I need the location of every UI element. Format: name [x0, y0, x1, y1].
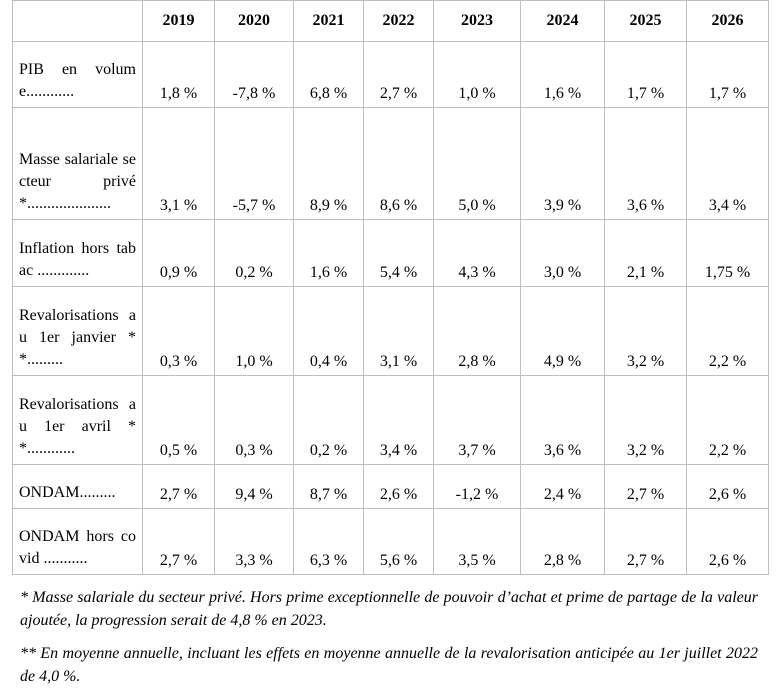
footnote: * Masse salariale du secteur privé. Hors…	[20, 589, 758, 629]
cell-value: 0,3 %	[214, 375, 294, 465]
cell-value: 0,4 %	[293, 286, 364, 376]
cell-value: 2,6 %	[686, 464, 769, 509]
cell-value: 3,6 %	[520, 375, 605, 465]
cell-value: 3,7 %	[433, 375, 521, 465]
cell-value: 1,6 %	[293, 219, 364, 287]
cell-value: 1,6 %	[520, 41, 605, 108]
cell-value: 8,6 %	[363, 107, 434, 220]
column-header: 2022	[363, 0, 434, 42]
cell-value: 3,9 %	[520, 107, 605, 220]
cell-value: -7,8 %	[214, 41, 294, 108]
cell-value: 0,3 %	[142, 286, 215, 376]
row-label: PIB en volume............	[12, 41, 143, 108]
row-label: Inflation hors tabac .............	[12, 219, 143, 287]
table-row: Revalorisations au 1er avril **.........…	[12, 375, 769, 465]
cell-value: 3,5 %	[433, 508, 521, 575]
row-label: Revalorisations au 1er avril **.........…	[12, 375, 143, 465]
cell-value: 4,9 %	[520, 286, 605, 376]
column-header: 2024	[520, 0, 605, 42]
table-row: ONDAM hors covid ........... 2,7 % 3,3 % 6,…	[12, 508, 769, 575]
table-row: ONDAM......... 2,7 % 9,4 % 8,7 % 2,6 % -1,2 %…	[12, 464, 769, 509]
cell-value: 2,7 %	[142, 508, 215, 575]
cell-value: 8,7 %	[293, 464, 364, 509]
column-header: 2021	[293, 0, 364, 42]
table-row: Inflation hors tabac ............. 0,9 % 0…	[12, 219, 769, 287]
column-header: 2020	[214, 0, 294, 42]
corner-cell	[12, 0, 143, 42]
row-label: ONDAM.........	[12, 464, 143, 509]
cell-value: -5,7 %	[214, 107, 294, 220]
cell-value: 2,7 %	[363, 41, 434, 108]
cell-value: 2,4 %	[520, 464, 605, 509]
cell-value: 3,3 %	[214, 508, 294, 575]
header-row: 2019 2020 2021 2022 2023 2024 2025 2026	[12, 0, 769, 42]
cell-value: 1,0 %	[214, 286, 294, 376]
row-label: Revalorisations au 1er janvier **.......…	[12, 286, 143, 376]
cell-value: 2,6 %	[686, 508, 769, 575]
cell-value: 2,2 %	[686, 375, 769, 465]
cell-value: 0,2 %	[214, 219, 294, 287]
cell-value: 3,2 %	[604, 375, 687, 465]
cell-value: 3,4 %	[363, 375, 434, 465]
cell-value: 2,6 %	[363, 464, 434, 509]
cell-value: 3,4 %	[686, 107, 769, 220]
cell-value: -1,2 %	[433, 464, 521, 509]
data-table: 2019 2020 2021 2022 2023 2024 2025 2026 PIB en …	[12, 0, 769, 575]
cell-value: 1,0 %	[433, 41, 521, 108]
cell-value: 3,1 %	[363, 286, 434, 376]
footnote: ** En moyenne annuelle, incluant les eff…	[20, 645, 758, 685]
table-row: Masse salariale secteur privé *.........…	[12, 107, 769, 220]
footnotes: * Masse salariale du secteur privé. Hors…	[20, 586, 758, 698]
cell-value: 8,9 %	[293, 107, 364, 220]
cell-value: 1,8 %	[142, 41, 215, 108]
cell-value: 0,2 %	[293, 375, 364, 465]
cell-value: 3,6 %	[604, 107, 687, 220]
cell-value: 2,8 %	[433, 286, 521, 376]
cell-value: 9,4 %	[214, 464, 294, 509]
cell-value: 1,7 %	[686, 41, 769, 108]
cell-value: 3,2 %	[604, 286, 687, 376]
row-label: ONDAM hors covid ...........	[12, 508, 143, 575]
cell-value: 2,1 %	[604, 219, 687, 287]
cell-value: 0,9 %	[142, 219, 215, 287]
cell-value: 2,7 %	[604, 508, 687, 575]
table-body: PIB en volume............ 1,8 % -7,8 % 6,8 …	[12, 41, 769, 575]
cell-value: 4,3 %	[433, 219, 521, 287]
cell-value: 3,1 %	[142, 107, 215, 220]
table-row: PIB en volume............ 1,8 % -7,8 % 6,8 …	[12, 41, 769, 108]
cell-value: 1,75 %	[686, 219, 769, 287]
cell-value: 6,3 %	[293, 508, 364, 575]
row-label: Masse salariale secteur privé *.........…	[12, 107, 143, 220]
table-row: Revalorisations au 1er janvier **.......…	[12, 286, 769, 376]
column-header: 2025	[604, 0, 687, 42]
cell-value: 2,8 %	[520, 508, 605, 575]
cell-value: 3,0 %	[520, 219, 605, 287]
cell-value: 2,7 %	[604, 464, 687, 509]
column-header: 2023	[433, 0, 521, 42]
cell-value: 5,6 %	[363, 508, 434, 575]
cell-value: 2,2 %	[686, 286, 769, 376]
cell-value: 5,4 %	[363, 219, 434, 287]
cell-value: 0,5 %	[142, 375, 215, 465]
cell-value: 1,7 %	[604, 41, 687, 108]
column-header: 2019	[142, 0, 215, 42]
cell-value: 5,0 %	[433, 107, 521, 220]
cell-value: 2,7 %	[142, 464, 215, 509]
cell-value: 6,8 %	[293, 41, 364, 108]
column-header: 2026	[686, 0, 769, 42]
